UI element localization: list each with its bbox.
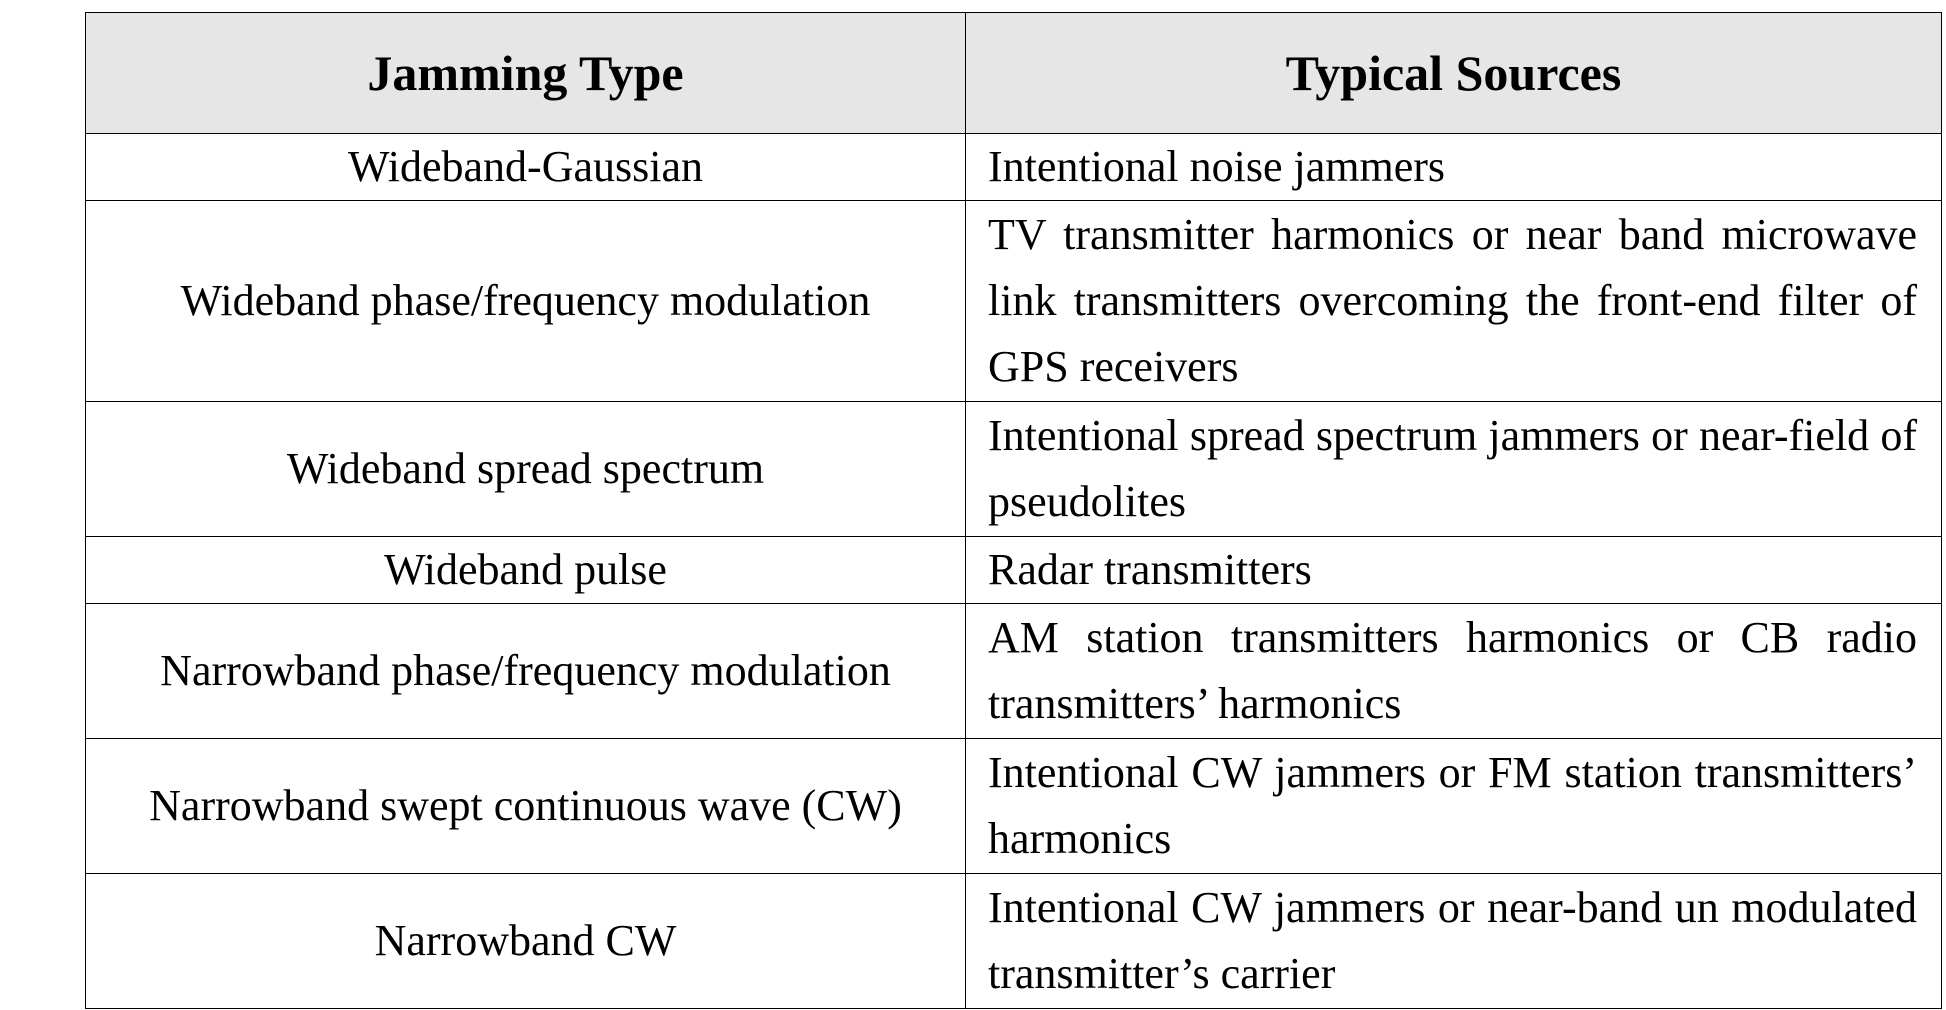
typical-sources-cell: Intentional noise jammers [965,133,1942,201]
table-row: Wideband pulse Radar transmitters [85,536,1942,604]
typical-sources-cell: Intentional CW jammers or FM station tra… [965,738,1942,874]
jamming-type-cell: Narrowband phase/frequency modulation [85,603,966,739]
typical-sources-cell: Intentional spread spectrum jammers or n… [965,401,1942,537]
table-row: Wideband spread spectrum Intentional spr… [85,401,1942,537]
typical-sources-cell: Radar transmitters [965,536,1942,604]
jamming-type-cell: Narrowband swept continuous wave (CW) [85,738,966,874]
jamming-type-cell: Narrowband CW [85,873,966,1009]
table-row: Narrowband CW Intentional CW jammers or … [85,873,1942,1009]
typical-sources-cell: AM station transmitters harmonics or CB … [965,603,1942,739]
jamming-type-cell: Wideband-Gaussian [85,133,966,201]
column-header-jamming-type: Jamming Type [85,12,966,134]
column-header-typical-sources: Typical Sources [965,12,1942,134]
table-row: Narrowband swept continuous wave (CW) In… [85,738,1942,874]
jamming-type-cell: Wideband pulse [85,536,966,604]
jamming-type-cell: Wideband spread spectrum [85,401,966,537]
jamming-type-cell: Wideband phase/frequency modulation [85,200,966,402]
table-row: Narrowband phase/frequency modulation AM… [85,603,1942,739]
table-header-row: Jamming Type Typical Sources [85,12,1942,134]
typical-sources-cell: Intentional CW jammers or near-band un m… [965,873,1942,1009]
jamming-types-table: Jamming Type Typical Sources Wideband-Ga… [85,12,1942,1009]
table-row: Wideband-Gaussian Intentional noise jamm… [85,133,1942,201]
table-row: Wideband phase/frequency modulation TV t… [85,200,1942,402]
typical-sources-cell: TV transmitter harmonics or near band mi… [965,200,1942,402]
